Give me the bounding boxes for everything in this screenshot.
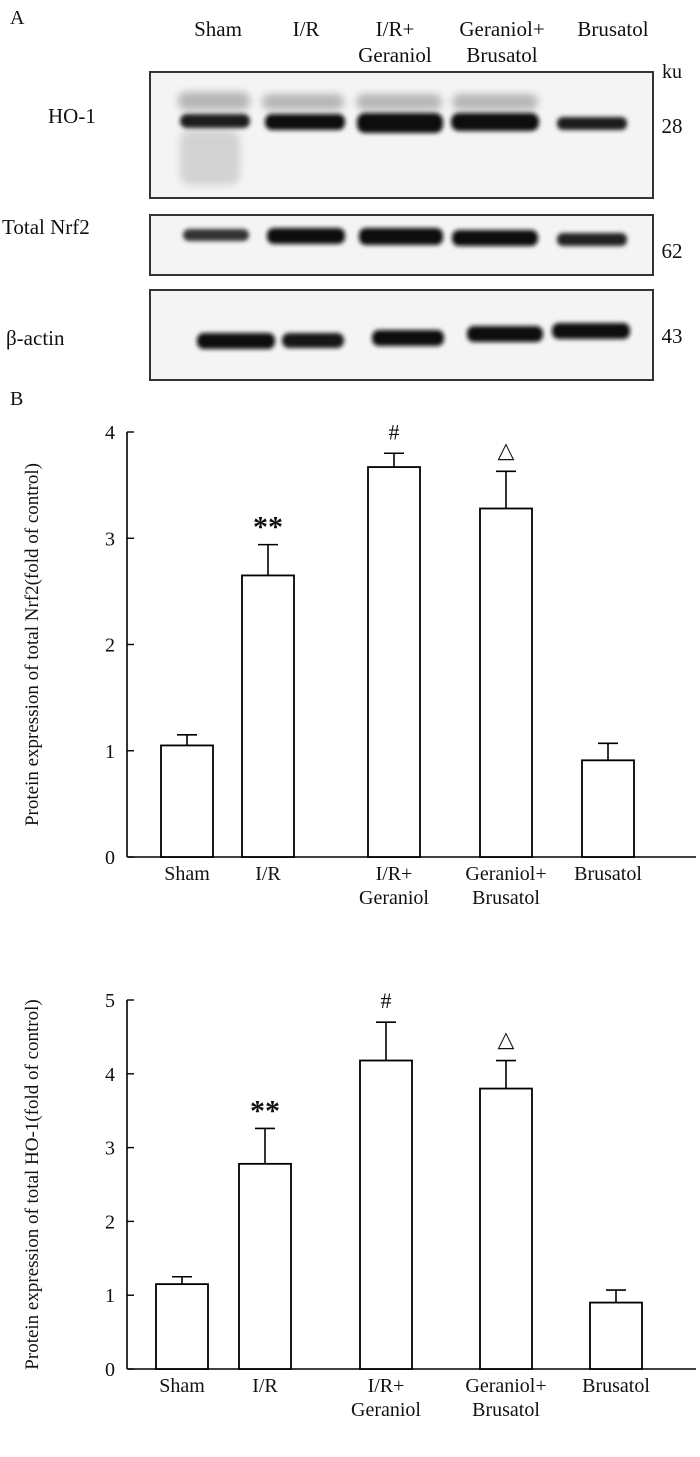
- y-tick-label: 5: [105, 990, 115, 1012]
- x-tick-label-brusatol: Brusatol: [582, 1375, 650, 1397]
- y-axis-label: Protein expression of total HO-1(fold of…: [22, 999, 43, 1369]
- significance-ir-geraniol: #: [381, 988, 392, 1013]
- y-tick-label: 2: [105, 1211, 115, 1233]
- bar-ir: [238, 1162, 292, 1370]
- y-tick-label: 4: [105, 422, 115, 444]
- x-tick-label-ir: I/R: [252, 1375, 278, 1397]
- bar-geraniol-brusatol: [479, 1087, 533, 1370]
- lane-label-ir-geraniol-line1: I/R+: [376, 17, 415, 41]
- blot-weight-total-nrf2: 62: [662, 239, 683, 263]
- bar-brusatol: [581, 759, 635, 858]
- y-tick-label: 0: [105, 1359, 115, 1381]
- y-axis-label: Protein expression of total Nrf2(fold of…: [22, 463, 43, 826]
- significance-geraniol-brusatol: △: [498, 437, 515, 462]
- x-tick-label-ir-geraniol: Geraniol: [351, 1399, 421, 1421]
- lane-label-geraniol-brusatol-line2: Brusatol: [466, 43, 537, 67]
- lane-headers: Sham I/R I/R+ Geraniol Geraniol+ Brusato…: [194, 17, 649, 67]
- bar-brusatol: [589, 1301, 643, 1370]
- bar-sham: [160, 744, 214, 858]
- y-tick-label: 4: [105, 1064, 115, 1086]
- y-tick-label: 3: [105, 1138, 115, 1160]
- x-tick-label-sham: Sham: [159, 1375, 205, 1397]
- bar-ir: [241, 574, 295, 858]
- blot-row-beta-actin: [149, 289, 654, 381]
- lane-label-geraniol-brusatol-line1: Geraniol+: [459, 17, 544, 41]
- significance-ir: **: [253, 511, 283, 544]
- bar-ir-geraniol: [359, 1059, 413, 1370]
- lane-label-brusatol: Brusatol: [577, 17, 648, 41]
- molecular-weight-unit: ku: [662, 61, 682, 83]
- y-tick-label: 1: [105, 1285, 115, 1307]
- blot-row-ho1: [149, 71, 654, 199]
- blot-row-total-nrf2: [149, 214, 654, 276]
- x-tick-label-ir-geraniol: Geraniol: [359, 887, 429, 909]
- significance-ir: **: [250, 1094, 280, 1127]
- x-tick-label-geraniol-brusatol: Geraniol+: [465, 1375, 546, 1397]
- x-tick-label-geraniol-brusatol: Brusatol: [472, 1399, 540, 1421]
- bar-sham: [155, 1283, 209, 1370]
- chart-total-nrf2: 0 1 2 3 4 Protein expression of total Nrf2(fo…: [22, 419, 696, 909]
- bar-geraniol-brusatol: [479, 507, 533, 858]
- lane-label-ir-geraniol-line2: Geraniol: [358, 43, 432, 67]
- x-tick-label-geraniol-brusatol: Brusatol: [472, 887, 540, 909]
- blot-label-total-nrf2: Total Nrf2: [2, 215, 90, 239]
- y-tick-label: 2: [105, 635, 115, 657]
- y-tick-label: 3: [105, 528, 115, 550]
- x-tick-label-brusatol: Brusatol: [574, 863, 642, 885]
- lane-label-sham: Sham: [194, 17, 242, 41]
- blot-weight-ho1: 28: [662, 114, 683, 138]
- blot-label-beta-actin: β-actin: [6, 326, 65, 350]
- bar-ir-geraniol: [367, 466, 421, 858]
- panel-a-label: A: [10, 7, 25, 29]
- significance-ir-geraniol: #: [389, 419, 400, 444]
- significance-geraniol-brusatol: △: [498, 1027, 515, 1052]
- blot-weight-beta-actin: 43: [662, 324, 683, 348]
- blot-label-ho1: HO-1: [48, 104, 96, 128]
- x-tick-label-geraniol-brusatol: Geraniol+: [465, 863, 546, 885]
- y-tick-label: 1: [105, 741, 115, 763]
- x-tick-label-ir-geraniol: I/R+: [376, 863, 413, 885]
- y-tick-label: 0: [105, 847, 115, 869]
- chart-total-ho1: 0 1 2 3 4 5 Protein expression of total HO-1(f…: [22, 988, 696, 1421]
- x-tick-label-ir: I/R: [255, 863, 281, 885]
- lane-label-ir: I/R: [293, 17, 320, 41]
- x-tick-label-ir-geraniol: I/R+: [368, 1375, 405, 1397]
- x-tick-label-sham: Sham: [164, 863, 210, 885]
- panel-b-label: B: [10, 388, 23, 410]
